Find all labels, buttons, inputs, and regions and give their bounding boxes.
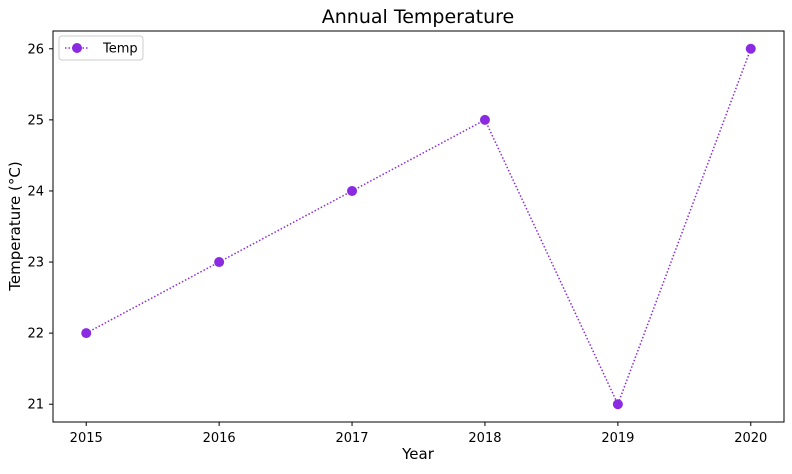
y-tick-label: 21 bbox=[27, 398, 44, 413]
y-axis-label: Temperature (°C) bbox=[6, 161, 24, 291]
x-tick-label: 2018 bbox=[468, 431, 501, 446]
data-point-marker bbox=[347, 185, 358, 196]
x-tick-label: 2016 bbox=[203, 431, 236, 446]
y-tick-label: 22 bbox=[27, 327, 44, 342]
series-line bbox=[85, 48, 752, 407]
legend-marker-swatch bbox=[72, 43, 82, 53]
data-point-marker bbox=[81, 328, 92, 339]
legend-label: Temp bbox=[102, 42, 138, 57]
data-point-marker bbox=[214, 257, 225, 268]
plot-area-frame bbox=[52, 30, 785, 423]
data-point-marker bbox=[745, 43, 756, 54]
legend-box bbox=[58, 35, 144, 61]
x-tick-label: 2015 bbox=[70, 431, 103, 446]
data-series bbox=[81, 43, 756, 410]
y-tick-label: 26 bbox=[27, 42, 44, 57]
axis-ticks: 2015 2016 2017 2018 2019 2020 21 22 23 24 25 26 bbox=[27, 42, 767, 446]
y-tick-label: 25 bbox=[27, 113, 44, 128]
legend: Temp bbox=[58, 35, 144, 61]
x-tick-label: 2019 bbox=[601, 431, 634, 446]
x-axis-label: Year bbox=[401, 445, 435, 463]
data-point-marker bbox=[612, 399, 623, 410]
data-point-marker bbox=[479, 114, 490, 125]
y-tick-label: 23 bbox=[27, 256, 44, 271]
x-tick-label: 2017 bbox=[335, 431, 368, 446]
y-tick-label: 24 bbox=[27, 184, 44, 199]
chart-title: Annual Temperature bbox=[322, 6, 514, 28]
x-tick-label: 2020 bbox=[734, 431, 767, 446]
